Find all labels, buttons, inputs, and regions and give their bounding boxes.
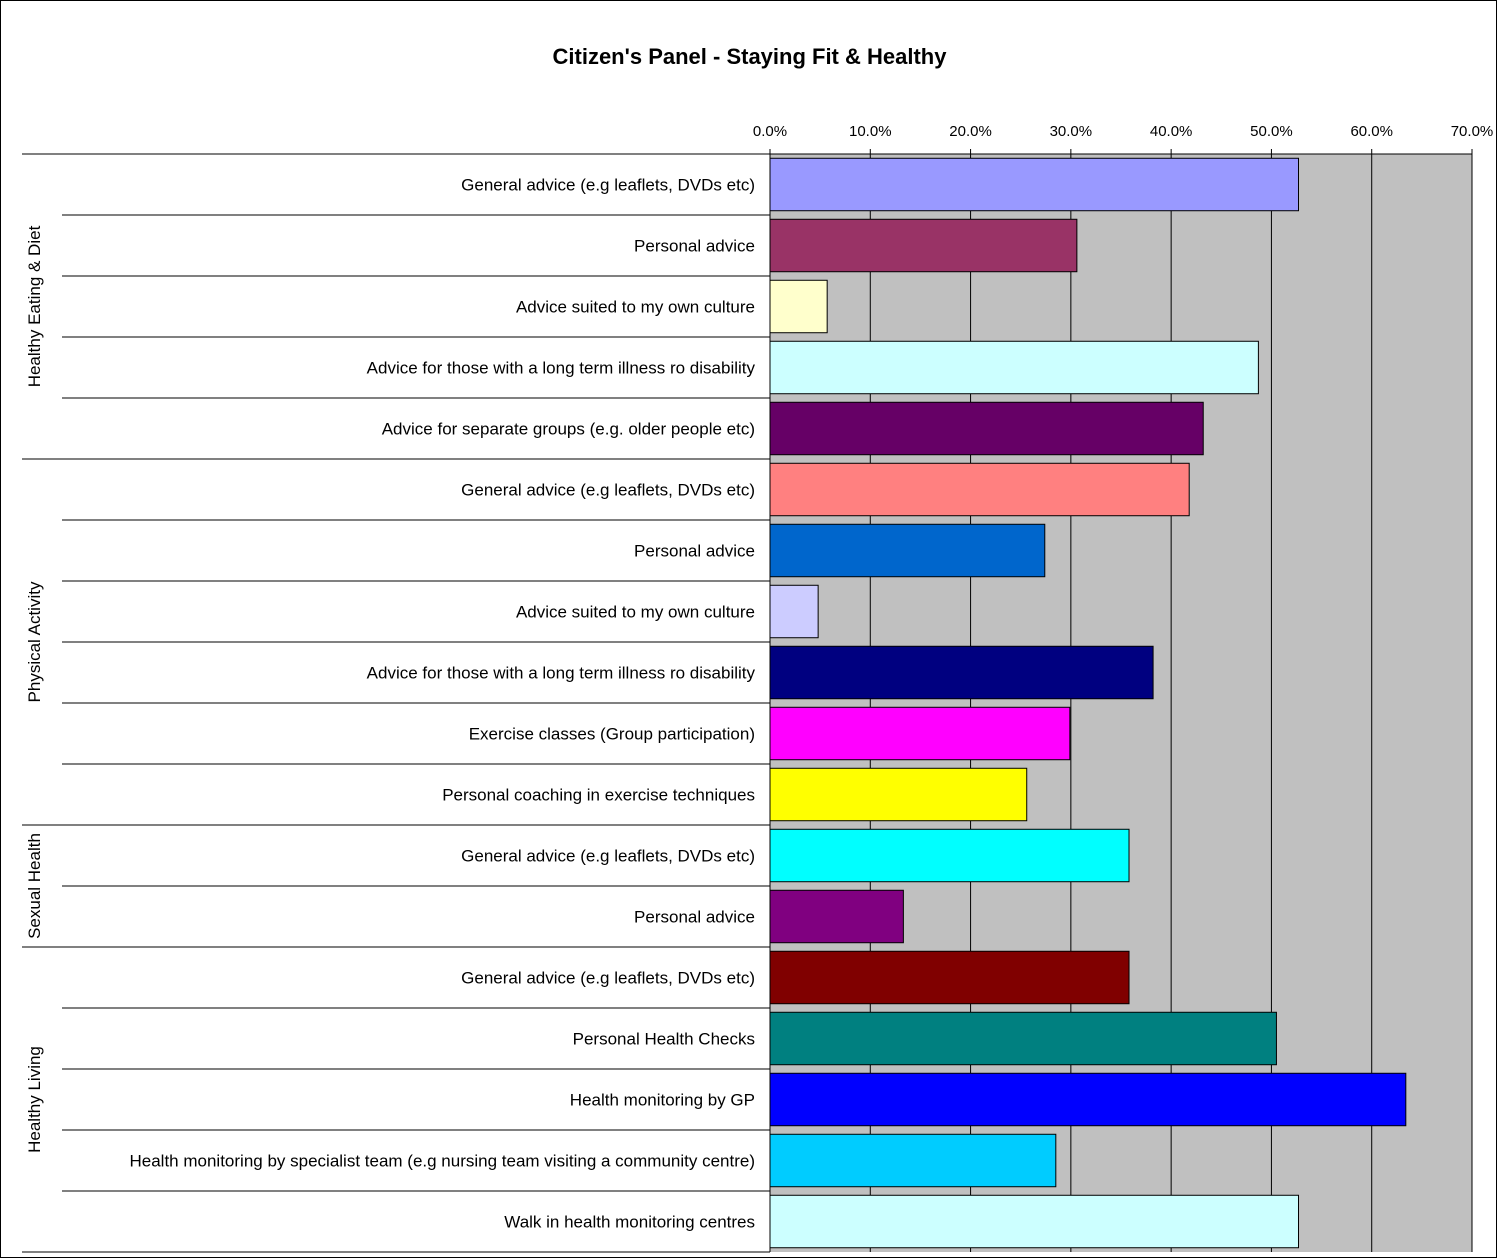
bar bbox=[769, 340, 1259, 395]
category-label: General advice (e.g leaflets, DVDs etc) bbox=[461, 969, 755, 988]
category-label: General advice (e.g leaflets, DVDs etc) bbox=[461, 847, 755, 866]
x-tick-label: 30.0% bbox=[1050, 123, 1093, 140]
category-label: Walk in health monitoring centres bbox=[504, 1213, 755, 1232]
bar bbox=[769, 584, 819, 639]
bar bbox=[769, 1194, 1300, 1249]
category-label: Health monitoring by specialist team (e.… bbox=[130, 1152, 756, 1171]
x-tick-label: 10.0% bbox=[849, 123, 892, 140]
chart-title: Citizen's Panel - Staying Fit & Healthy bbox=[552, 44, 947, 69]
bar bbox=[769, 523, 1046, 578]
group-label: Sexual Health bbox=[25, 833, 44, 939]
bar bbox=[769, 828, 1130, 883]
category-label: Personal advice bbox=[634, 908, 755, 927]
bar bbox=[769, 218, 1078, 273]
x-tick-label: 20.0% bbox=[949, 123, 992, 140]
group-label: Healthy Living bbox=[25, 1046, 44, 1153]
category-label: General advice (e.g leaflets, DVDs etc) bbox=[461, 481, 755, 500]
bar bbox=[769, 706, 1071, 761]
bar bbox=[769, 950, 1130, 1005]
category-label: Advice suited to my own culture bbox=[516, 298, 755, 317]
bar bbox=[769, 645, 1154, 700]
bar bbox=[769, 1072, 1407, 1127]
category-label: Exercise classes (Group participation) bbox=[469, 725, 755, 744]
x-tick-label: 40.0% bbox=[1150, 123, 1193, 140]
category-label: Advice for those with a long term illnes… bbox=[367, 359, 756, 378]
bar bbox=[769, 462, 1190, 517]
group-label: Physical Activity bbox=[25, 581, 44, 702]
category-label: Personal coaching in exercise techniques bbox=[442, 786, 755, 805]
bar bbox=[769, 279, 828, 334]
bar bbox=[769, 1133, 1057, 1188]
category-label: Advice for separate groups (e.g. older p… bbox=[382, 420, 755, 439]
x-tick-label: 60.0% bbox=[1350, 123, 1393, 140]
x-tick-label: 50.0% bbox=[1250, 123, 1293, 140]
bar bbox=[769, 157, 1300, 212]
category-label: Personal advice bbox=[634, 237, 755, 256]
bar bbox=[769, 889, 904, 944]
group-label: Healthy Eating & Diet bbox=[25, 225, 44, 387]
x-tick-label: 0.0% bbox=[753, 123, 787, 140]
category-label: Personal advice bbox=[634, 542, 755, 561]
plot-area bbox=[770, 154, 1472, 1252]
bar bbox=[769, 401, 1204, 456]
bar bbox=[769, 1011, 1277, 1066]
x-tick-label: 70.0% bbox=[1451, 123, 1494, 140]
category-label: Advice suited to my own culture bbox=[516, 603, 755, 622]
category-label: General advice (e.g leaflets, DVDs etc) bbox=[461, 176, 755, 195]
category-label: Personal Health Checks bbox=[573, 1030, 755, 1049]
category-label: Health monitoring by GP bbox=[570, 1091, 755, 1110]
category-label: Advice for those with a long term illnes… bbox=[367, 664, 756, 683]
bar bbox=[769, 767, 1028, 822]
